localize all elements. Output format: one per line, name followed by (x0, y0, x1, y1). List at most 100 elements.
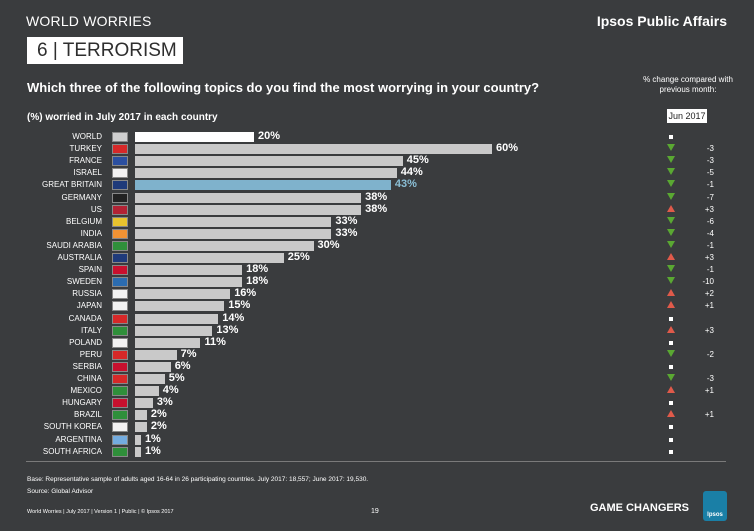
flag-icon (112, 228, 128, 239)
no-change-icon (669, 316, 673, 321)
change-value: -2 (706, 349, 714, 359)
down-arrow-icon (667, 277, 675, 285)
bar (135, 398, 153, 409)
country-label: INDIA (80, 228, 102, 238)
bar-value-label: 1% (144, 444, 161, 457)
country-label: AUSTRALIA (57, 253, 102, 262)
flag-icon (112, 180, 128, 191)
no-change-icon (669, 437, 673, 442)
bar (135, 204, 362, 215)
country-label: ARGENTINA (55, 434, 102, 444)
down-arrow-icon (667, 374, 675, 381)
footer-info: World Worries | July 2017 | Version 1 | … (27, 509, 174, 515)
bar-value-label: 2% (150, 420, 167, 433)
bar (135, 337, 201, 348)
chart-subhead: (%) worried in July 2017 in each country (27, 112, 218, 123)
no-change-icon (669, 364, 673, 369)
bar-value-label: 3% (156, 396, 173, 409)
flag-icon (112, 144, 128, 155)
bar-value-label: 44% (400, 166, 423, 179)
bar (135, 156, 403, 167)
flag-icon (112, 265, 128, 276)
country-label: CANADA (68, 313, 102, 323)
bar-value-label: 5% (168, 372, 185, 384)
bar-value-label: 18% (246, 275, 269, 288)
bar-row-germany: GERMANY 38% -7 (0, 191, 754, 203)
bar (135, 289, 231, 300)
bar-value-label: 14% (222, 311, 245, 324)
change-value: -6 (706, 216, 714, 226)
bar-value-label: 16% (234, 287, 257, 300)
bar-row-india: INDIA 33% -4 (0, 227, 754, 239)
change-value: +3 (704, 325, 714, 335)
country-label: CHINA (77, 374, 102, 383)
bar-row-hungary: HUNGARY 3% (0, 396, 754, 409)
country-label: SERBIA (72, 361, 102, 371)
change-note: % change compared with previous month: (643, 75, 733, 94)
down-arrow-icon (667, 216, 675, 224)
bar-value-label: 1% (144, 432, 161, 445)
country-label: SOUTH KOREA (43, 422, 102, 432)
country-label: GERMANY (61, 192, 102, 202)
brand-name: Ipsos Public Affairs (596, 13, 727, 29)
bar-row-spain: SPAIN 18% -1 (0, 263, 754, 276)
change-value: +3 (704, 204, 714, 214)
change-value: +3 (704, 253, 714, 262)
no-change-icon (669, 135, 673, 139)
no-change-icon (669, 340, 673, 345)
ipsos-logo: Ipsos (703, 491, 727, 521)
change-value: -3 (706, 156, 714, 166)
up-arrow-icon (667, 386, 675, 394)
no-change-icon (669, 449, 673, 454)
bar (135, 253, 284, 263)
bar-value-label: 18% (246, 263, 269, 276)
up-arrow-icon (667, 204, 675, 212)
bar-value-label: 13% (216, 323, 239, 336)
up-arrow-icon (667, 410, 675, 418)
topic-title: 6 | TERRORISM (27, 37, 183, 64)
page-number: 19 (371, 508, 379, 515)
bar (135, 265, 243, 276)
change-value: -1 (706, 180, 714, 190)
down-arrow-icon (667, 240, 675, 248)
bar-row-brazil: BRAZIL 2% +1 (0, 408, 754, 421)
bar-row-canada: CANADA 14% (0, 311, 754, 324)
flag-icon (112, 361, 128, 372)
bar (135, 240, 314, 251)
change-value: +1 (704, 301, 714, 311)
up-arrow-icon (667, 301, 675, 309)
bar-row-poland: POLAND 11% (0, 336, 754, 348)
flag-icon (112, 156, 128, 167)
down-arrow-icon (667, 168, 675, 176)
change-value: +1 (704, 386, 714, 396)
country-label: SWEDEN (66, 277, 102, 287)
flag-icon (112, 289, 128, 300)
down-arrow-icon (667, 349, 675, 357)
country-label: PERU (79, 349, 102, 359)
country-label: BRAZIL (73, 410, 102, 420)
bar-value-label: 7% (180, 347, 197, 360)
flag-icon (112, 410, 128, 421)
flag-icon (112, 325, 128, 336)
no-change-icon (669, 401, 673, 406)
flag-icon (112, 446, 128, 457)
bar (135, 325, 213, 336)
bar-row-turkey: TURKEY 60% -3 (0, 142, 754, 155)
bar-row-sweden: SWEDEN 18% -10 (0, 275, 754, 288)
down-arrow-icon (667, 228, 675, 236)
country-label: MEXICO (70, 386, 102, 396)
bar-row-world: WORLD 20% (0, 130, 754, 142)
country-label: US (90, 204, 102, 214)
bar-row-saudi-arabia: SAUDI ARABIA 30% -1 (0, 239, 754, 251)
bar (135, 386, 159, 397)
bar-row-south-africa: SOUTH AFRICA 1% (0, 444, 754, 457)
bar (135, 301, 225, 312)
change-value: -3 (706, 374, 714, 383)
country-label: RUSSIA (72, 289, 102, 299)
country-label: ISRAEL (73, 168, 102, 178)
flag-icon (112, 422, 128, 433)
tagline: GAME CHANGERS (590, 502, 690, 514)
bar (135, 446, 141, 457)
change-value: -7 (706, 192, 714, 202)
no-change-icon (669, 425, 673, 430)
